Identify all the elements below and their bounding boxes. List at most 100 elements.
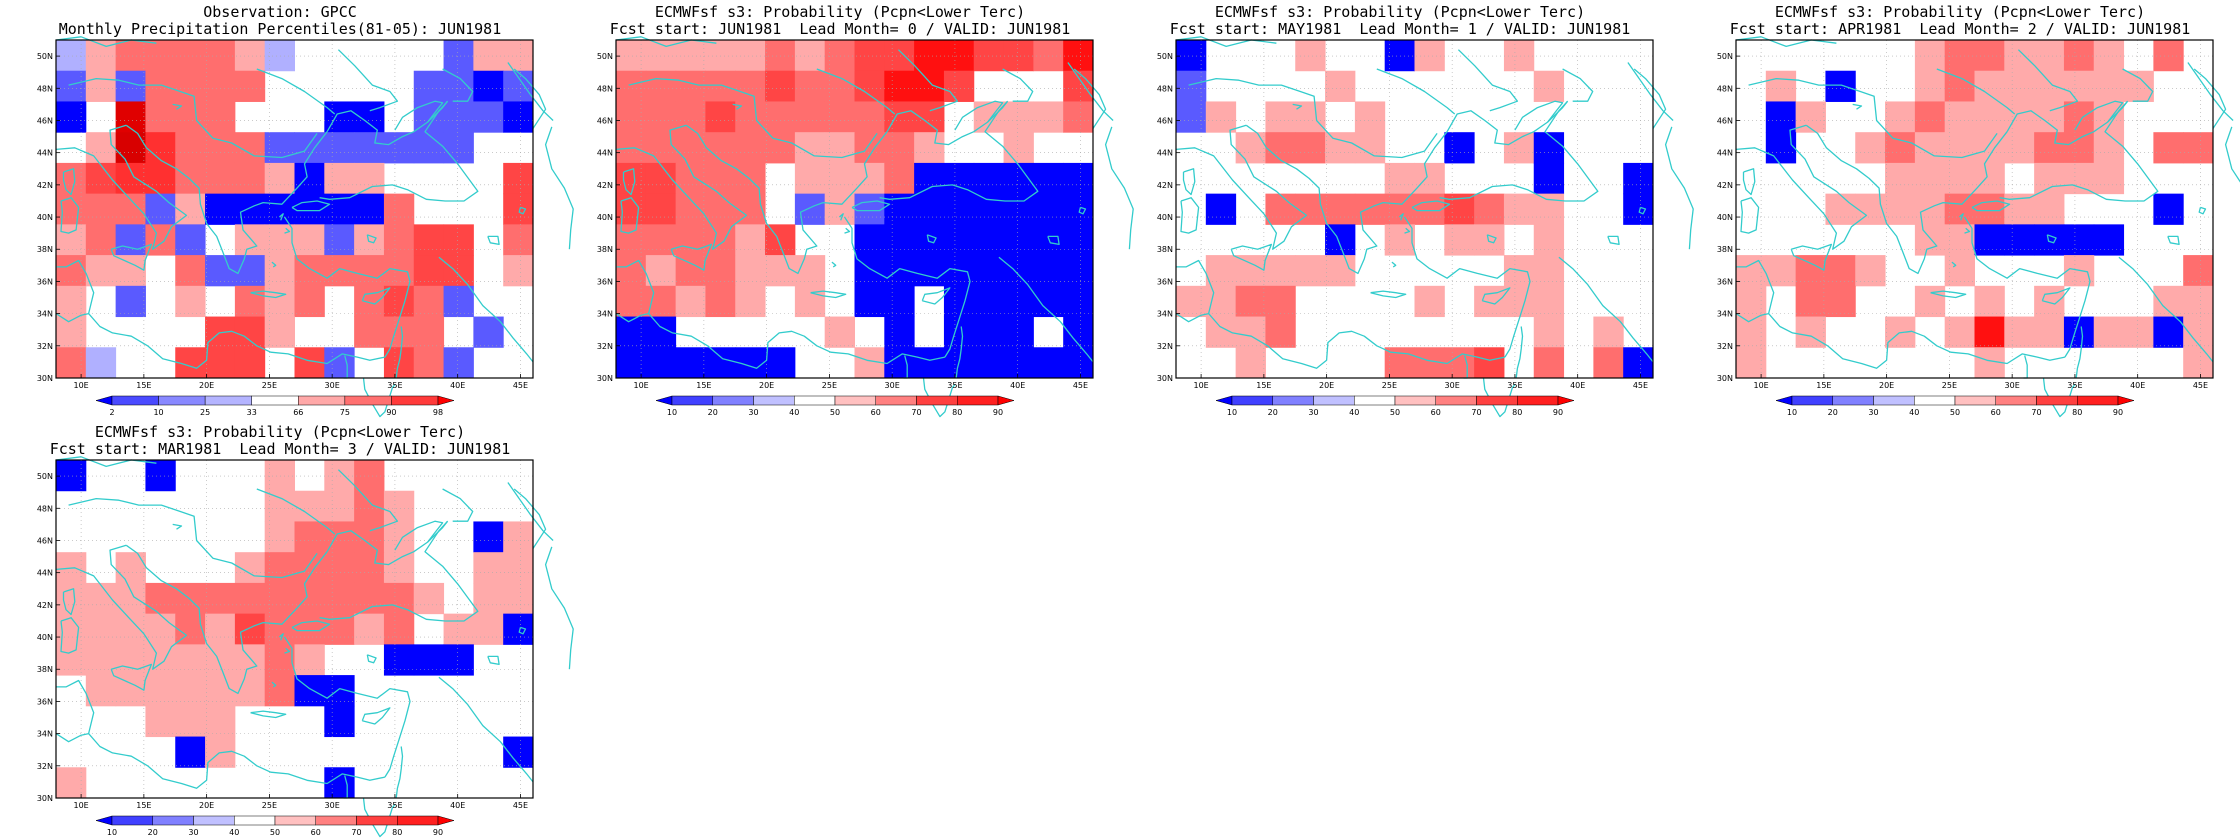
coastline — [291, 620, 331, 632]
grid-cell — [85, 255, 117, 287]
grid-cell — [383, 224, 415, 256]
colorbar-segment — [1313, 395, 1355, 406]
grid-cell — [973, 40, 1005, 72]
grid-cell — [294, 490, 325, 522]
colorbar-segment — [437, 815, 455, 826]
colorbar-segment — [1914, 395, 1956, 406]
grid-cell — [1914, 224, 1946, 256]
grid-cell — [1533, 193, 1565, 225]
grid-cell — [1384, 224, 1415, 256]
lon-tick-label: 15E — [696, 381, 711, 390]
colorbar-label: 60 — [1431, 408, 1441, 417]
grid-cell — [56, 40, 87, 72]
grid-cell — [294, 521, 325, 553]
coastline — [507, 62, 554, 121]
grid-cell — [1325, 224, 1356, 256]
grid-cell — [1063, 285, 1094, 318]
grid-cell — [616, 40, 647, 72]
grid-cell — [264, 285, 295, 318]
colorbar-label: 40 — [1909, 408, 1919, 417]
grid-cell — [2093, 132, 2125, 164]
coastline — [1230, 243, 1273, 271]
grid-cell — [765, 255, 796, 287]
lon-tick-label: 30E — [885, 381, 900, 390]
coastline — [615, 312, 649, 323]
grid-cell — [794, 255, 826, 287]
coastline — [56, 259, 386, 369]
grid-cell — [914, 347, 945, 379]
panel-lead3: ECMWFsf s3: Probability (Pcpn<Lower Terc… — [0, 420, 574, 840]
colorbar-segment — [957, 395, 999, 406]
coastline — [1664, 126, 1694, 250]
grid-cell — [1623, 347, 1654, 379]
grid-cell — [1533, 347, 1565, 379]
colorbar-label: 80 — [952, 408, 962, 417]
coastline — [1047, 235, 1060, 246]
grid-cell — [943, 224, 975, 256]
coastline — [55, 312, 89, 323]
grid-cell — [383, 193, 415, 225]
coastline — [110, 663, 153, 691]
grid-cell — [1176, 70, 1207, 102]
grid-cell — [354, 285, 385, 318]
coastline — [1805, 124, 2008, 275]
lat-tick-label: 46N — [1717, 116, 1733, 125]
colorbar-segment — [391, 395, 439, 406]
grid-cell — [324, 460, 355, 492]
coastline — [256, 488, 336, 535]
grid-cell — [2063, 162, 2095, 195]
colorbar-segment — [794, 395, 836, 406]
coastline — [1964, 227, 1971, 234]
grid-cell — [115, 224, 146, 256]
grid-cell — [705, 162, 736, 195]
coastline — [1486, 234, 1497, 244]
grid-cell — [1944, 40, 1975, 72]
grid-cell — [175, 582, 206, 615]
lat-tick-label: 48N — [1157, 84, 1173, 93]
colorbar-label: 50 — [1950, 408, 1960, 417]
grid-cell — [1533, 162, 1565, 195]
grid-cell — [383, 613, 415, 645]
grid-cell — [234, 675, 266, 707]
grid-cell — [1914, 162, 1946, 195]
grid-cell — [234, 255, 266, 287]
lon-tick-label: 35E — [387, 381, 402, 390]
colorbar-label: 70 — [1471, 408, 1481, 417]
grid-cell — [1974, 224, 2005, 256]
panel-subtitle: Monthly Precipitation Percentiles(81-05)… — [58, 20, 502, 38]
grid-cell — [234, 347, 266, 379]
grid-cell — [1033, 347, 1064, 379]
grid-cell — [884, 162, 915, 195]
panel-title: Observation: GPCC — [203, 3, 357, 21]
colorbar-segment — [1231, 395, 1273, 406]
coastline — [1403, 216, 1531, 358]
lon-tick-label: 15E — [136, 801, 151, 810]
lon-tick-label: 35E — [947, 381, 962, 390]
grid-cell — [56, 582, 87, 615]
grid-cell — [145, 101, 176, 133]
lat-tick-label: 50N — [37, 472, 53, 481]
coastline — [926, 234, 937, 244]
grid-cell — [645, 255, 677, 287]
colorbar-label: 50 — [830, 408, 840, 417]
coastline — [125, 544, 328, 695]
grid-cell — [145, 224, 176, 256]
colorbar-segment — [1272, 395, 1314, 406]
grid-cell — [735, 70, 766, 102]
colorbar-label: 30 — [1868, 408, 1878, 417]
grid-cell — [1444, 224, 1475, 256]
map-frame — [1175, 39, 1654, 379]
coastline — [2046, 234, 2057, 244]
grid-cell — [675, 224, 706, 256]
coastline — [1936, 68, 2016, 115]
grid-cell — [2034, 40, 2065, 72]
lon-tick-label: 35E — [1507, 381, 1522, 390]
lat-tick-label: 32N — [1717, 342, 1733, 351]
colorbar-segment — [204, 395, 252, 406]
coastline — [954, 100, 1004, 131]
coastline — [1482, 377, 1516, 418]
colorbar-segment — [997, 395, 1015, 406]
grid-cell — [705, 193, 736, 225]
grid-cell — [854, 162, 885, 195]
grid-cell — [2034, 224, 2065, 256]
